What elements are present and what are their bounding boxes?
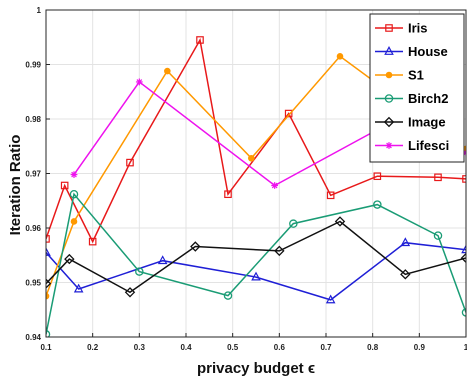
series-line <box>46 37 466 244</box>
x-tick-label: 0.8 <box>367 343 379 352</box>
x-tick-label: 0.1 <box>40 343 52 352</box>
series-iris <box>46 36 466 246</box>
legend-item-house: House <box>375 44 448 59</box>
data-point <box>385 71 393 79</box>
data-point <box>336 53 344 60</box>
legend-label: Birch2 <box>408 91 448 106</box>
x-tick-label: 0.2 <box>87 343 99 352</box>
y-tick-label: 0.96 <box>25 224 41 233</box>
legend-label: Lifesci <box>408 138 449 153</box>
legend-label: Iris <box>408 21 428 36</box>
x-tick-label: 0.9 <box>414 343 426 352</box>
data-point <box>400 269 411 280</box>
series-image <box>46 216 466 298</box>
data-point <box>460 252 466 264</box>
y-axis-ticks: 0.94 0.95 0.96 0.97 0.98 0.99 1 <box>25 6 50 342</box>
data-point <box>461 244 466 254</box>
data-point <box>373 172 382 181</box>
data-point <box>384 46 394 55</box>
data-point <box>383 116 395 128</box>
data-point <box>251 271 261 281</box>
legend-item-birch2: Birch2 <box>375 91 448 106</box>
grid <box>46 10 466 337</box>
x-tick-label: 0.3 <box>134 343 146 352</box>
y-tick-label: 0.98 <box>25 115 41 124</box>
x-tick-label: 0.6 <box>274 343 286 352</box>
legend-item-lifesci: Lifesci <box>375 138 449 153</box>
data-point <box>69 189 79 199</box>
legend-item-s1: S1 <box>375 68 424 83</box>
data-point <box>164 67 171 75</box>
data-point <box>88 237 97 246</box>
legend-label: House <box>408 44 448 59</box>
data-point <box>46 247 51 256</box>
series-line <box>46 55 466 297</box>
legend-label: Image <box>408 115 446 130</box>
legend-item-iris: Iris <box>375 21 428 36</box>
x-axis-ticks: 0.1 0.2 0.3 0.4 0.5 0.6 0.7 0.8 0.9 1 <box>40 333 467 352</box>
data-point <box>224 190 232 199</box>
data-point <box>157 255 168 265</box>
data-point <box>196 36 204 44</box>
data-point <box>190 241 201 252</box>
x-tick-label: 0.7 <box>320 343 332 352</box>
series-line <box>46 192 466 335</box>
data-point <box>248 154 255 162</box>
data-point <box>433 231 443 240</box>
data-point <box>274 245 285 257</box>
data-point <box>124 287 136 298</box>
data-point <box>46 235 50 243</box>
data-point <box>326 191 335 200</box>
x-tick-label: 1 <box>464 343 467 352</box>
series-line <box>46 220 466 294</box>
data-point <box>434 173 442 182</box>
data-point <box>126 158 134 167</box>
data-point <box>73 283 84 293</box>
legend-box <box>369 13 465 163</box>
y-tick-label: 0.97 <box>25 170 41 179</box>
series-line <box>46 241 466 301</box>
legend-label: S1 <box>408 68 424 83</box>
x-tick-label: 0.5 <box>227 343 239 352</box>
data-point <box>135 267 144 276</box>
data-point <box>284 109 293 118</box>
series-house <box>46 237 466 304</box>
data-point <box>271 182 279 189</box>
data-point <box>325 294 336 304</box>
data-point <box>70 218 78 225</box>
x-axis-label: privacy budget ϵ <box>197 360 315 377</box>
data-point <box>400 237 411 247</box>
data-point <box>384 94 394 103</box>
y-axis-label: Iteration Ratio <box>7 135 24 236</box>
y-tick-label: 1 <box>37 6 42 15</box>
y-tick-label: 0.95 <box>25 279 41 288</box>
y-tick-label: 0.94 <box>25 333 41 342</box>
x-tick-label: 0.4 <box>180 343 192 352</box>
legend: Iris House S1 Birch2 Image Lifesci <box>369 13 465 163</box>
data-point <box>135 78 143 86</box>
data-point <box>64 253 75 265</box>
data-point <box>373 200 382 209</box>
y-tick-label: 0.99 <box>25 61 41 70</box>
data-point <box>385 142 393 149</box>
data-point <box>70 171 78 178</box>
data-point <box>334 216 346 227</box>
data-point <box>223 291 233 300</box>
legend-item-image: Image <box>375 115 446 130</box>
data-point <box>60 181 69 190</box>
data-point <box>385 24 393 32</box>
data-point <box>289 219 298 228</box>
